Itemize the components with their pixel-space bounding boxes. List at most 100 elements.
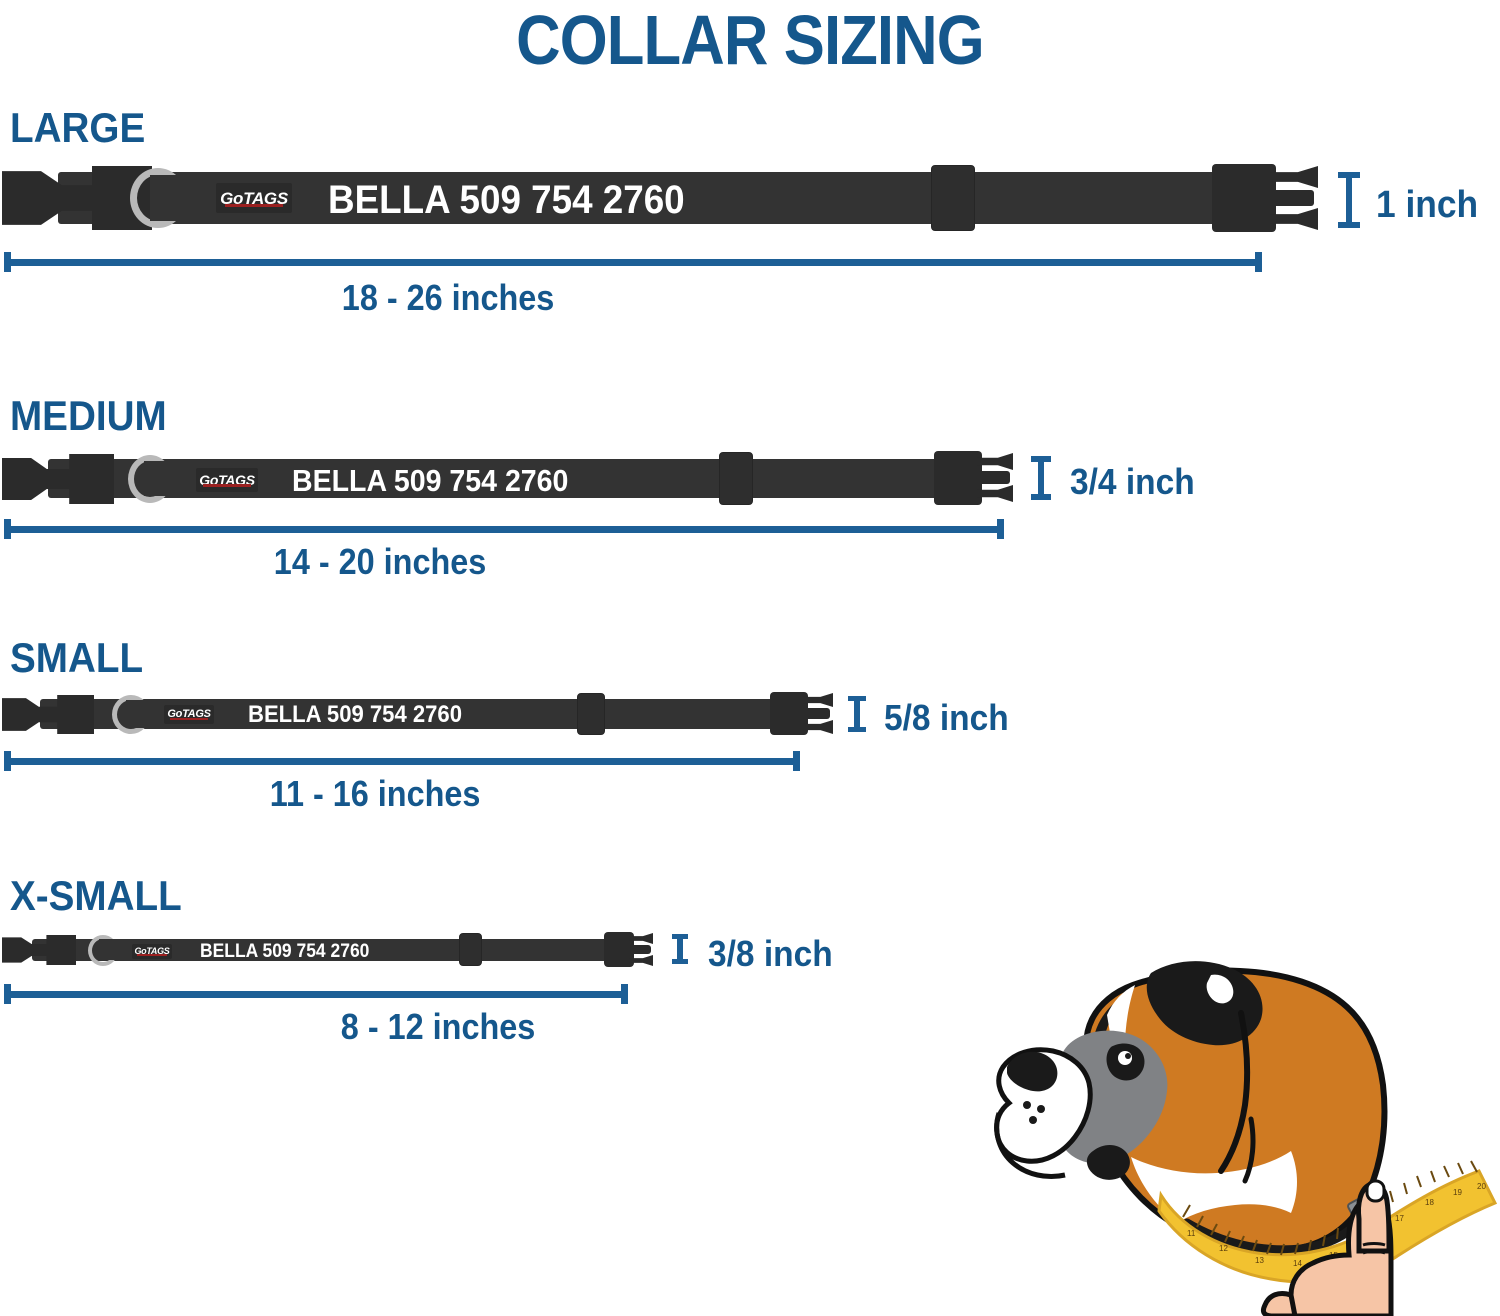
width-indicator-cap-bottom [848, 727, 866, 732]
dog-whisker-dot [1029, 1116, 1037, 1124]
measuring-tape-band [1157, 1169, 1498, 1284]
gotags-logo-underline [203, 484, 251, 487]
length-label-medium: 14 - 20 inches [273, 541, 487, 582]
gotags-logo-text: GoTAGS [220, 188, 288, 208]
hand-thumb [1260, 1290, 1298, 1316]
svg-text:20: 20 [1477, 1182, 1486, 1191]
size-label-medium: MEDIUM [10, 392, 167, 439]
width-indicator-bar [854, 696, 860, 732]
width-indicator-medium [1031, 456, 1051, 500]
length-label-small: 11 - 16 inches [269, 773, 481, 814]
width-label-xsmall: 3/8 inch [708, 933, 833, 974]
gotags-logo-text: GoTAGS [167, 708, 211, 720]
width-indicator-bar [1346, 172, 1352, 228]
buckle-prong-center [803, 708, 830, 719]
dimension-rule [4, 991, 628, 998]
dog-nose [1007, 1051, 1058, 1092]
dog-cheek-fold-2 [1242, 1116, 1256, 1184]
dog-cheek-fold [1218, 1010, 1251, 1174]
buckle-prong-bottom [977, 485, 1013, 502]
length-dimension-xsmall [4, 984, 628, 1004]
dog-whisker-dot [1023, 1101, 1031, 1109]
d-ring-strap-overlap [144, 461, 182, 496]
width-indicator-small [848, 696, 866, 732]
buckle-male-right [934, 451, 982, 505]
size-label-large: LARGE [10, 104, 146, 151]
buckle-prong-center [1270, 190, 1314, 206]
gotags-logo-underline [170, 718, 208, 720]
size-group-medium: MEDIUM GoTAGS BELLA 509 754 2760 3/4 inc… [0, 392, 1500, 612]
d-ring-strap-overlap [126, 700, 158, 728]
dog-ear-black [1146, 961, 1263, 1046]
width-indicator-cap-bottom [1338, 222, 1360, 228]
gotags-logo-underline [225, 204, 283, 207]
strap-keeper-loop [719, 452, 753, 505]
buckle-prong-center [977, 471, 1010, 484]
buckle-prong-top [629, 933, 653, 944]
svg-text:17: 17 [1395, 1214, 1404, 1223]
width-indicator-cap-bottom [672, 959, 688, 964]
dimension-rule [4, 758, 800, 765]
gotags-logo-text: GoTAGS [199, 472, 255, 488]
width-indicator-cap-bottom [1031, 494, 1051, 500]
length-label-xsmall: 8 - 12 inches [340, 1006, 536, 1047]
dimension-rule [4, 259, 1262, 266]
width-label-small: 5/8 inch [884, 697, 1009, 738]
page-title: COLLAR SIZING [516, 1, 985, 79]
dog-eye-pupil [1125, 1053, 1131, 1059]
collar-strap [40, 699, 780, 729]
length-dimension-large [4, 252, 1262, 272]
collar-engraving-text: BELLA 509 754 2760 [248, 701, 462, 728]
svg-text:11: 11 [1187, 1229, 1196, 1238]
hand-fingernail [1365, 1179, 1386, 1203]
dimension-rule [4, 526, 1004, 533]
length-dimension-small [4, 751, 800, 771]
gotags-logo-patch: GoTAGS [132, 944, 172, 959]
collar-engraving-text: BELLA 509 754 2760 [200, 941, 370, 962]
size-label-xsmall: X-SMALL [10, 872, 182, 919]
size-group-small: SMALL GoTAGS BELLA 509 754 2760 5/8 inch [0, 634, 1500, 834]
dog-mouth-dark [1086, 1145, 1130, 1180]
buckle-prong-center [629, 945, 651, 954]
svg-text:18: 18 [1425, 1198, 1434, 1207]
size-label-small: SMALL [10, 634, 144, 681]
strap-keeper-loop [577, 693, 605, 735]
width-indicator-xsmall [672, 934, 688, 964]
collar-engraving-text: BELLA 509 754 2760 [292, 463, 569, 498]
collar-large: GoTAGS BELLA 509 754 2760 [0, 162, 1330, 234]
width-label-medium: 3/4 inch [1070, 461, 1195, 502]
strap-keeper-loop [459, 933, 482, 966]
collar-medium: GoTAGS BELLA 509 754 2760 [0, 449, 1020, 507]
svg-text:12: 12 [1219, 1244, 1228, 1253]
dog-jowl-line [994, 1112, 1066, 1179]
collar-small: GoTAGS BELLA 509 754 2760 [0, 690, 850, 738]
width-indicator-bar [1038, 456, 1044, 500]
width-indicator-bar [677, 934, 683, 964]
dog-chest-white [1131, 1151, 1297, 1223]
buckle-prong-top [977, 453, 1013, 470]
hand-knuckle-crease-2 [1362, 1250, 1386, 1255]
strap-keeper-loop [931, 165, 975, 231]
gotags-logo-patch: GoTAGS [164, 705, 214, 724]
length-dimension-medium [4, 519, 1004, 539]
buckle-prong-top [1270, 166, 1318, 188]
width-indicator-large [1338, 172, 1360, 228]
buckle-prong-bottom [1270, 208, 1318, 230]
gotags-logo-patch: GoTAGS [216, 183, 292, 213]
size-group-xsmall: X-SMALL GoTAGS BELLA 509 754 2760 3/8 in… [0, 872, 1500, 1072]
hand-knuckle-crease [1362, 1242, 1386, 1247]
dimension-tick-right [997, 519, 1004, 539]
gotags-logo-patch: GoTAGS [196, 468, 258, 492]
buckle-male-right [770, 692, 808, 735]
svg-text:13: 13 [1255, 1256, 1264, 1265]
svg-text:19: 19 [1453, 1188, 1462, 1197]
dog-collar-loop [1182, 1212, 1368, 1255]
dimension-tick-right [1255, 252, 1262, 272]
collar-xsmall: GoTAGS BELLA 509 754 2760 [0, 930, 680, 970]
dimension-tick-right [621, 984, 628, 1004]
buckle-prong-bottom [629, 955, 653, 966]
dog-whisker-dot [1037, 1105, 1045, 1113]
